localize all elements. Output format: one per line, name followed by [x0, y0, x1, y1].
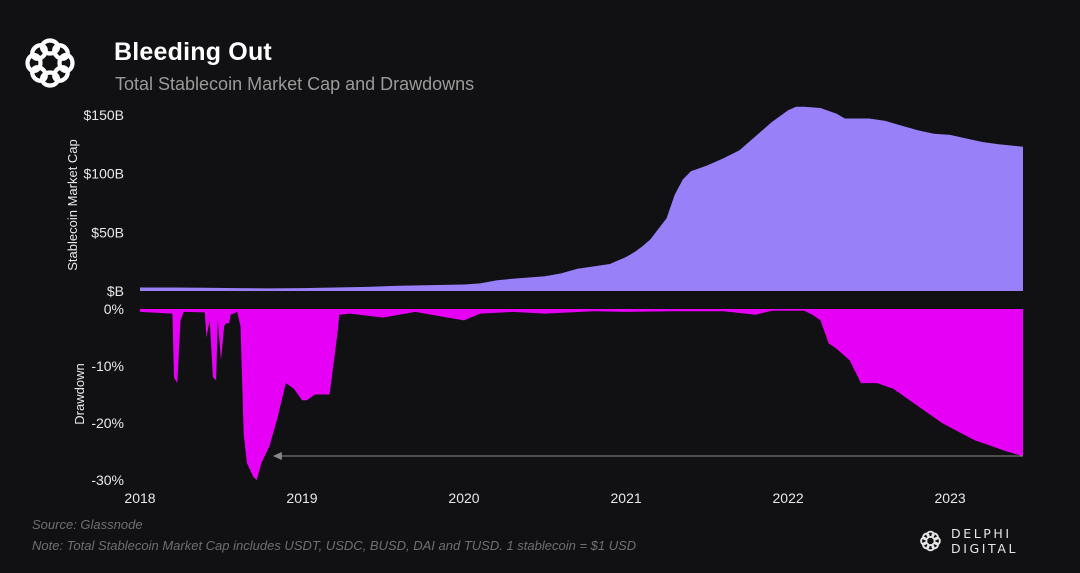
x-axis-ticks: 2018 2019 2020 2021 2022 2023 — [124, 490, 965, 506]
x-tick-2019: 2019 — [286, 490, 317, 506]
market-cap-y-ticks: $B $50B $100B $150B — [84, 107, 124, 299]
drawdown-y-tick-3: -30% — [91, 472, 124, 488]
market-cap-y-tick-3: $150B — [84, 107, 124, 123]
market-cap-y-tick-0: $B — [107, 283, 124, 299]
drawdown-panel: 0%-10%-20%-30% 2018 2019 2020 2021 2022 2023 … — [72, 301, 1023, 506]
x-tick-2023: 2023 — [935, 490, 966, 506]
drawdown-area — [140, 309, 1023, 480]
chart-subtitle: Total Stablecoin Market Cap and Drawdown… — [115, 74, 475, 94]
drawdown-y-tick-1: -10% — [91, 358, 124, 374]
drawdown-y-tick-0: 0% — [104, 301, 124, 317]
market-cap-y-tick-2: $100B — [84, 166, 124, 182]
drawdown-y-tick-2: -20% — [91, 415, 124, 431]
market-cap-y-axis-label: Stablecoin Market Cap — [65, 139, 80, 271]
market-cap-y-tick-1: $50B — [91, 224, 124, 240]
chart-title: Bleeding Out — [114, 38, 272, 66]
x-tick-2020: 2020 — [448, 490, 479, 506]
x-tick-2021: 2021 — [611, 490, 642, 506]
drawdown-arrow-annotation — [272, 452, 1023, 461]
brand-name: DELPHI DIGITAL — [950, 526, 1019, 556]
market-cap-area — [140, 106, 1023, 291]
knot-loop — [25, 38, 75, 88]
brand-mark: DELPHI DIGITAL — [918, 526, 1080, 556]
drawdown-y-axis-label: Drawdown — [72, 363, 87, 424]
source-note: Source: Glassnode — [32, 517, 143, 532]
x-tick-2022: 2022 — [773, 490, 804, 506]
x-tick-2018: 2018 — [124, 490, 155, 506]
arrow-head — [272, 452, 282, 461]
footnote: Note: Total Stablecoin Market Cap includ… — [32, 538, 637, 553]
drawdown-y-ticks: 0% -10% -20% -30% — [91, 301, 124, 488]
delphi-knot-icon — [25, 38, 75, 88]
delphi-knot-icon — [920, 530, 941, 552]
market-cap-panel: $B $50B $100B $150B Stablecoin Market Cap — [65, 106, 1023, 299]
